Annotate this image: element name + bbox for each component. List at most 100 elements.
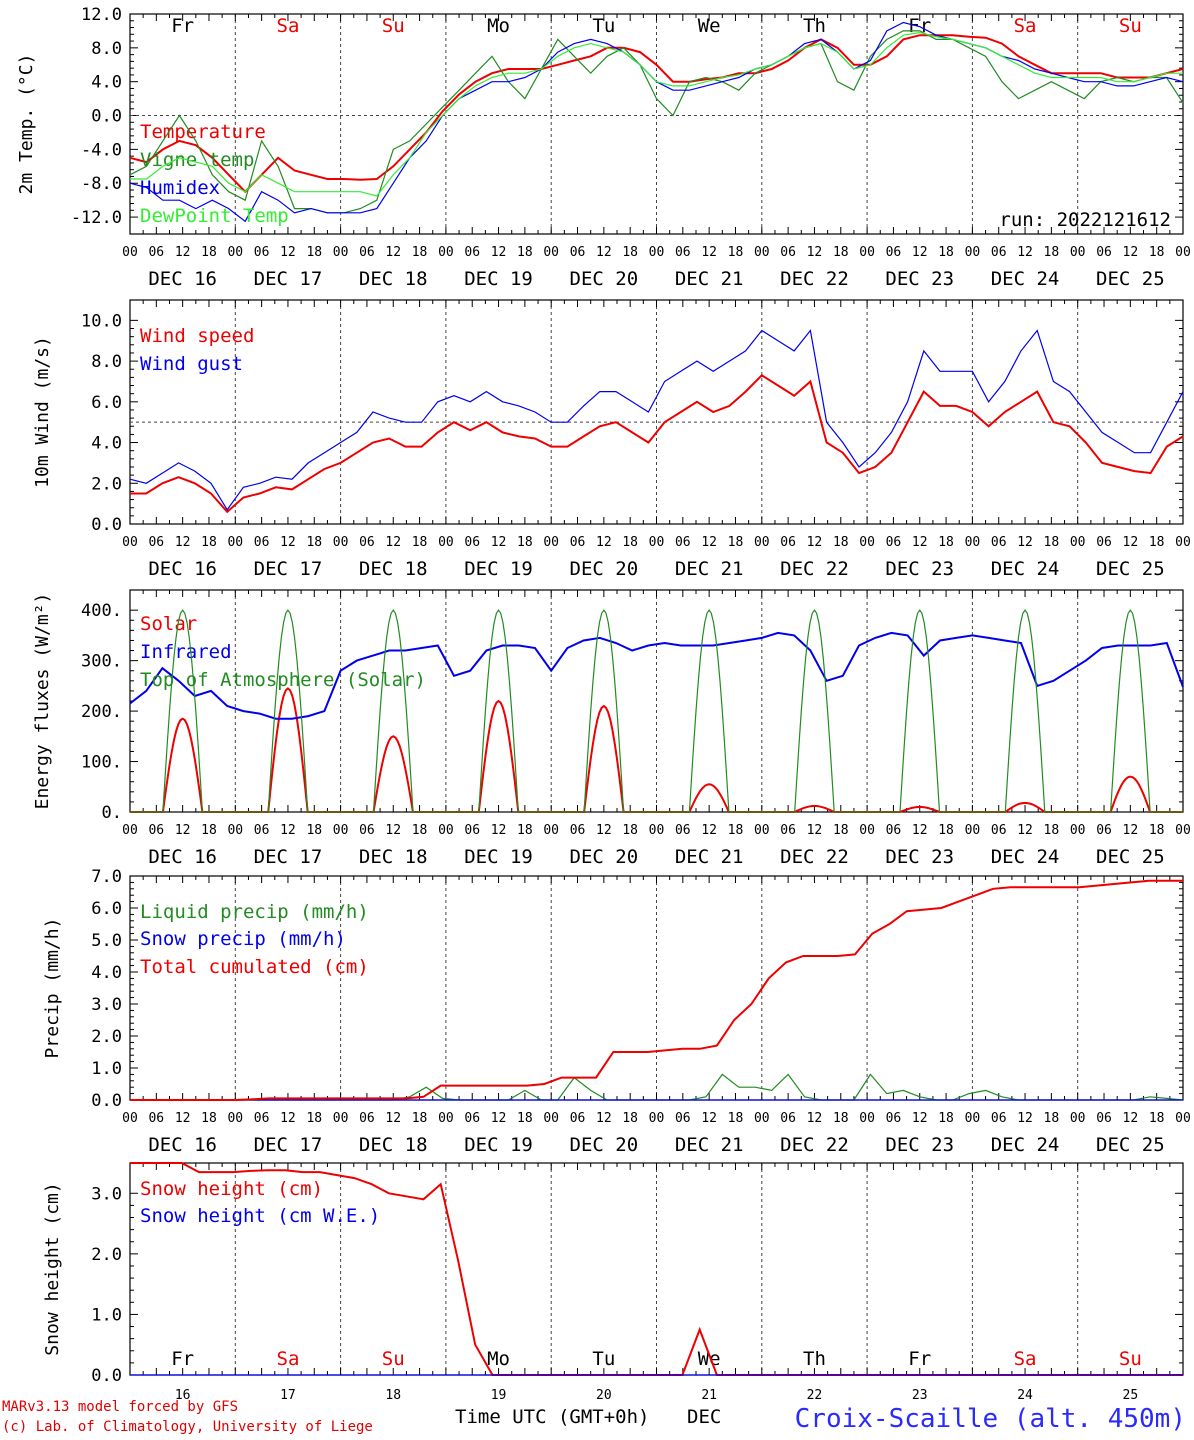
- hour-tick-label: 06: [570, 823, 586, 838]
- hour-tick-label: 06: [359, 245, 375, 260]
- day-number-label: 16: [175, 1388, 191, 1403]
- hour-tick-label: 00: [965, 245, 981, 260]
- y-tick-label: 200.: [81, 702, 122, 722]
- hour-tick-label: 00: [438, 535, 454, 550]
- hour-tick-label: 00: [1070, 245, 1086, 260]
- weekday-label: Fr: [171, 15, 194, 37]
- hour-tick-label: 00: [227, 823, 243, 838]
- weekday-label: Sa: [1014, 1348, 1037, 1370]
- hour-tick-label: 00: [438, 245, 454, 260]
- weekday-label: Su: [382, 1348, 405, 1370]
- hour-tick-label: 18: [1149, 823, 1165, 838]
- hour-tick-label: 06: [254, 245, 270, 260]
- hour-tick-label: 06: [991, 245, 1007, 260]
- weekday-label: Su: [382, 15, 405, 37]
- hour-tick-label: 12: [175, 1111, 191, 1126]
- hour-tick-label: 12: [491, 535, 507, 550]
- hour-tick-label: 00: [333, 1111, 349, 1126]
- hour-tick-label: 00: [649, 245, 665, 260]
- credit-line-2: (c) Lab. of Climatology, University of L…: [2, 1419, 373, 1435]
- weekday-label: Sa: [277, 1348, 300, 1370]
- weekday-label: Fr: [908, 1348, 931, 1370]
- hour-tick-label: 00: [543, 245, 559, 260]
- y-tick-label: 10.0: [81, 311, 122, 331]
- hour-tick-label: 12: [1017, 245, 1033, 260]
- hour-tick-label: 12: [912, 823, 928, 838]
- hour-tick-label: 12: [807, 823, 823, 838]
- day-label: DEC 23: [885, 1134, 954, 1156]
- legend-entry: Vigne temp: [140, 149, 254, 171]
- day-label: DEC 17: [254, 1134, 323, 1156]
- series-infrared-line: [129, 631, 1184, 720]
- station-name: Croix-Scaille (alt. 450m): [794, 1404, 1186, 1434]
- y-tick-label: 12.0: [81, 5, 122, 25]
- y-tick-label: 0.0: [91, 1091, 122, 1111]
- y-tick-label: 4.0: [91, 73, 122, 93]
- credit-line-1: MARv3.13 model forced by GFS: [2, 1399, 239, 1415]
- weekday-label: Sa: [277, 15, 300, 37]
- hour-tick-label: 00: [1070, 535, 1086, 550]
- hour-tick-label: 12: [701, 823, 717, 838]
- y-tick-label: 3.0: [91, 995, 122, 1015]
- day-number-label: 17: [280, 1388, 296, 1403]
- y-tick-label: -8.0: [81, 174, 122, 194]
- hour-tick-label: 18: [412, 1111, 428, 1126]
- hour-tick-label: 06: [1096, 823, 1112, 838]
- hour-tick-label: 06: [359, 1111, 375, 1126]
- legend-entry: Snow height (cm): [140, 1178, 323, 1200]
- hour-tick-label: 18: [1044, 1111, 1060, 1126]
- day-label: DEC 16: [148, 558, 217, 580]
- series-vigne-temp-line: [129, 30, 1184, 214]
- hour-tick-label: 18: [306, 1111, 322, 1126]
- legend-entry: Infrared: [140, 641, 232, 663]
- weekday-label: We: [698, 15, 721, 37]
- hour-tick-label: 00: [333, 245, 349, 260]
- hour-tick-label: 18: [306, 823, 322, 838]
- hour-tick-label: 12: [807, 245, 823, 260]
- hour-tick-label: 12: [1123, 823, 1139, 838]
- weekday-label: We: [698, 1348, 721, 1370]
- y-tick-label: 1.0: [91, 1305, 122, 1325]
- y-tick-label: 2.0: [91, 1027, 122, 1047]
- hour-tick-label: 12: [1123, 535, 1139, 550]
- hour-tick-label: 12: [596, 535, 612, 550]
- hour-tick-label: 00: [1070, 1111, 1086, 1126]
- hour-tick-label: 00: [1175, 823, 1191, 838]
- hour-tick-label: 06: [780, 823, 796, 838]
- hour-tick-label: 18: [833, 535, 849, 550]
- hour-tick-label: 06: [886, 245, 902, 260]
- hour-tick-label: 18: [201, 823, 217, 838]
- day-number-label: 25: [1123, 1388, 1139, 1403]
- hour-tick-label: 06: [886, 535, 902, 550]
- day-label: DEC 18: [359, 268, 428, 290]
- day-number-label: 20: [596, 1388, 612, 1403]
- y-tick-label: 8.0: [91, 352, 122, 372]
- hour-tick-label: 00: [438, 823, 454, 838]
- hour-tick-label: 06: [991, 823, 1007, 838]
- hour-tick-label: 00: [859, 245, 875, 260]
- weekday-label: Su: [1119, 1348, 1142, 1370]
- hour-tick-label: 06: [886, 823, 902, 838]
- hour-tick-label: 06: [464, 535, 480, 550]
- hour-tick-label: 06: [570, 245, 586, 260]
- day-label: DEC 24: [991, 1134, 1060, 1156]
- hour-tick-label: 00: [122, 823, 138, 838]
- day-label: DEC 17: [254, 846, 323, 868]
- legend-entry: Snow precip (mm/h): [140, 928, 346, 950]
- hour-tick-label: 00: [1175, 535, 1191, 550]
- hour-tick-label: 06: [148, 535, 164, 550]
- y-tick-label: 100.: [81, 753, 122, 773]
- hour-tick-label: 12: [807, 1111, 823, 1126]
- day-label: DEC 19: [464, 558, 533, 580]
- hour-tick-label: 00: [438, 1111, 454, 1126]
- day-label: DEC 21: [675, 846, 744, 868]
- y-tick-label: 4.0: [91, 434, 122, 454]
- hour-tick-label: 12: [491, 1111, 507, 1126]
- hour-tick-label: 06: [780, 245, 796, 260]
- day-label: DEC 20: [570, 1134, 639, 1156]
- hour-tick-label: 06: [1096, 1111, 1112, 1126]
- hour-tick-label: 06: [464, 823, 480, 838]
- y-tick-label: 6.0: [91, 899, 122, 919]
- y-tick-label: 0.: [102, 803, 122, 823]
